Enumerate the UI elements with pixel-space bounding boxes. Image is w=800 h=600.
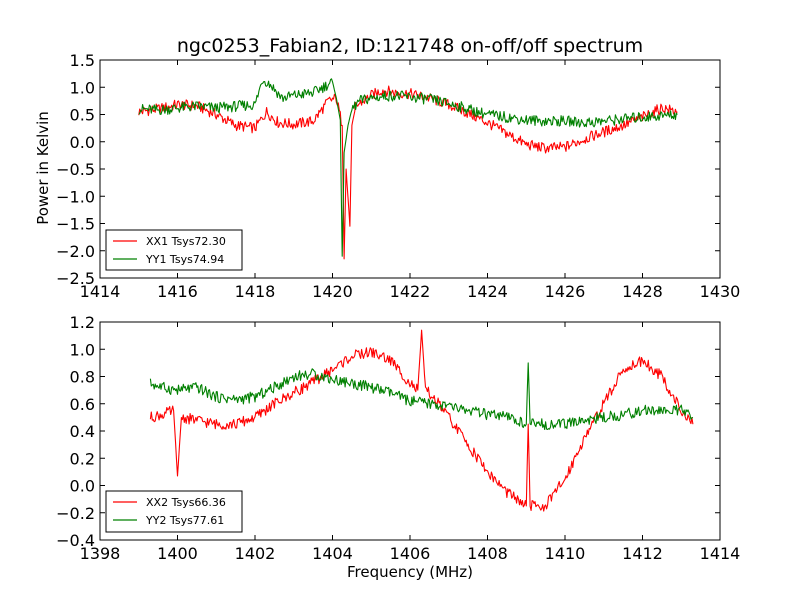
bottom-y-tick-label: −0.4 xyxy=(56,531,95,550)
top-y-tick-label: 0.5 xyxy=(70,106,95,125)
top-subplot: ngc0253_Fabian2, ID:121748 on-off/off sp… xyxy=(34,35,740,301)
bottom-legend-box xyxy=(105,490,243,533)
top-y-tick-label: −0.5 xyxy=(56,160,95,179)
bottom-series-yy-line xyxy=(149,362,694,431)
bottom-series-xx-line xyxy=(149,329,694,512)
bottom-y-tick-label: 0.2 xyxy=(70,449,95,468)
bottom-x-tick-label: 1414 xyxy=(700,544,741,563)
bottom-y-tick-label: 1.0 xyxy=(70,340,95,359)
top-x-tick-label: 1418 xyxy=(235,282,276,301)
bottom-x-tick-label: 1404 xyxy=(312,544,353,563)
top-series-yy-line xyxy=(138,78,678,257)
top-chart-title: ngc0253_Fabian2, ID:121748 on-off/off sp… xyxy=(177,35,643,57)
bottom-subplot: 1398 1400 1402 1404 1406 1408 1410 1412 1414 −0.4… xyxy=(56,313,740,581)
bottom-x-tick-label: 1398 xyxy=(80,544,121,563)
bottom-y-tick-label: 0.8 xyxy=(70,368,95,387)
top-x-tick-label: 1422 xyxy=(390,282,431,301)
top-x-tick-label: 1420 xyxy=(312,282,353,301)
top-legend: XX1 Tsys72.30 YY1 Tsys74.94 xyxy=(105,229,243,271)
top-x-tick-label: 1424 xyxy=(467,282,508,301)
top-x-tick-label: 1428 xyxy=(622,282,663,301)
bottom-y-tick-label: 1.2 xyxy=(70,313,95,332)
top-x-tick-label: 1416 xyxy=(157,282,198,301)
top-x-tick-label: 1426 xyxy=(545,282,586,301)
bottom-x-tick-label: 1410 xyxy=(545,544,586,563)
bottom-legend: XX2 Tsys66.36 YY2 Tsys77.61 xyxy=(105,490,243,533)
top-y-tick-label: −1.5 xyxy=(56,215,95,234)
top-y-tick-label: 0.0 xyxy=(70,133,95,152)
bottom-y-tick-label: 0.0 xyxy=(70,477,95,496)
top-series-xx-line xyxy=(138,85,678,260)
bottom-x-tick-label: 1400 xyxy=(157,544,198,563)
top-x-tick-label: 1430 xyxy=(700,282,741,301)
bottom-legend-label-xx2: XX2 Tsys66.36 xyxy=(146,496,226,509)
top-y-axis-label: Power in Kelvin xyxy=(34,111,52,225)
bottom-ticks-layer: 1398 1400 1402 1404 1406 1408 1410 1412 1414 −0.4… xyxy=(56,313,740,563)
top-y-tick-label: −2.0 xyxy=(56,242,95,261)
bottom-legend-label-yy2: YY2 Tsys77.61 xyxy=(145,514,224,527)
top-y-tick-label: 1.0 xyxy=(70,78,95,97)
top-ticks-layer: 1414 1416 1418 1420 1422 1424 1426 1428 1430 −2.5… xyxy=(56,51,740,301)
top-series-layer xyxy=(138,78,678,260)
bottom-y-tick-label: 0.4 xyxy=(70,422,95,441)
top-legend-label-xx1: XX1 Tsys72.30 xyxy=(146,235,226,248)
bottom-y-tick-label: 0.6 xyxy=(70,395,95,414)
bottom-x-tick-label: 1406 xyxy=(390,544,431,563)
bottom-x-tick-label: 1408 xyxy=(467,544,508,563)
top-y-tick-label: −2.5 xyxy=(56,269,95,288)
bottom-x-tick-label: 1402 xyxy=(235,544,276,563)
top-y-tick-label: 1.5 xyxy=(70,51,95,70)
top-y-tick-label: −1.0 xyxy=(56,187,95,206)
bottom-y-tick-label: −0.2 xyxy=(56,504,95,523)
bottom-x-tick-label: 1412 xyxy=(622,544,663,563)
top-x-tick-label: 1414 xyxy=(80,282,121,301)
bottom-x-axis-label: Frequency (MHz) xyxy=(347,563,473,581)
bottom-series-layer xyxy=(149,329,694,512)
top-legend-label-yy1: YY1 Tsys74.94 xyxy=(145,253,224,266)
top-legend-box xyxy=(105,229,243,271)
